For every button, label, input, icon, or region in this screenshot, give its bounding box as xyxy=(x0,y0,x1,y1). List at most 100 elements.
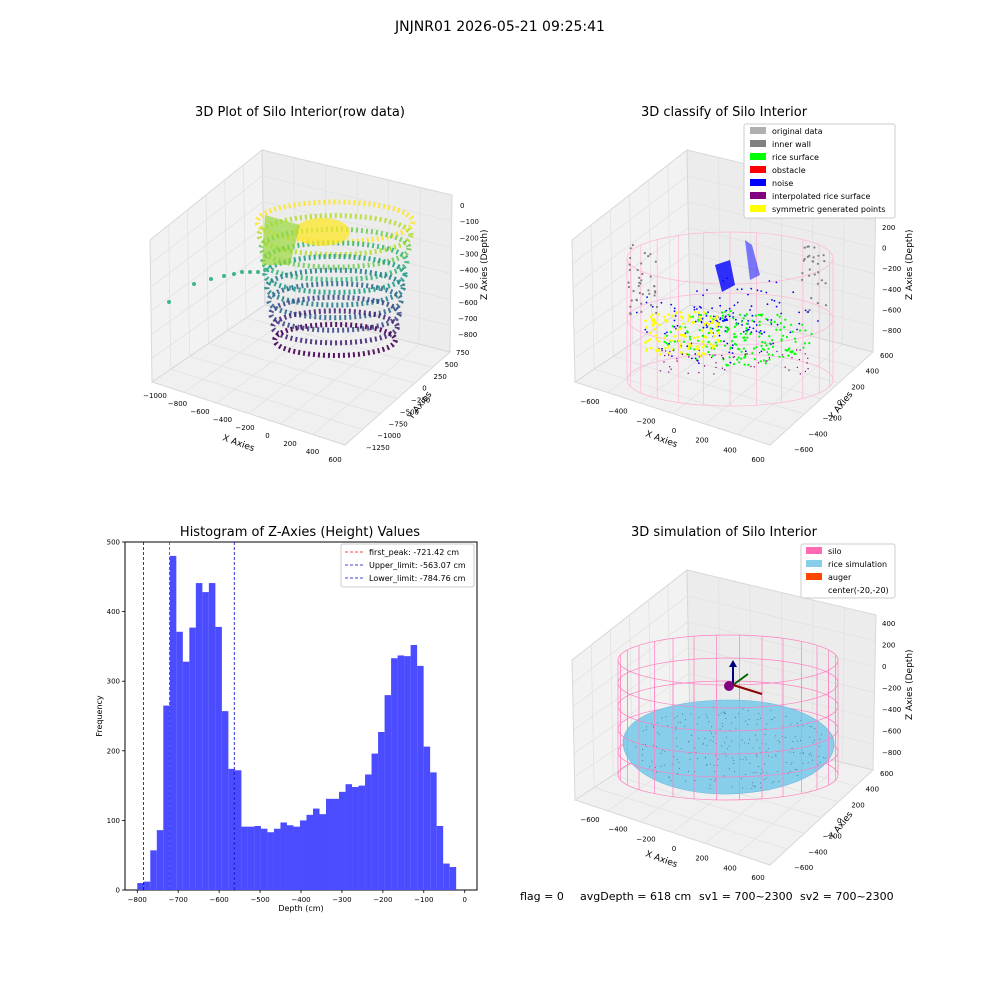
point-ring xyxy=(268,294,402,333)
wall-cluster xyxy=(262,215,300,265)
wall-point xyxy=(808,254,811,257)
noise-point xyxy=(645,301,648,304)
interpolated-point xyxy=(806,362,808,364)
symmetric-point xyxy=(670,339,673,342)
noise-point xyxy=(673,307,676,310)
symmetric-point xyxy=(705,321,708,325)
noise-point xyxy=(691,357,693,360)
rice-mesh-point xyxy=(652,727,654,729)
hist-bar xyxy=(176,631,183,890)
rice-mesh-point xyxy=(713,764,715,766)
panel1-x-tick-label: −400 xyxy=(213,416,232,424)
noise-point xyxy=(701,317,704,320)
flag-text: flag = 0 xyxy=(520,890,564,903)
symmetric-point xyxy=(655,349,658,353)
hist-bar xyxy=(312,808,320,890)
rice-point xyxy=(697,318,700,321)
symmetric-point xyxy=(697,352,700,356)
rice-mesh-point xyxy=(687,741,689,743)
panel2-zticks: 200 0 −200 −400 −600 −800 xyxy=(882,224,901,335)
rice-mesh-point xyxy=(800,740,801,741)
silo-ring-front xyxy=(617,682,839,709)
symmetric-point xyxy=(688,316,691,320)
rice-mesh-point xyxy=(785,715,787,717)
rice-point xyxy=(665,334,669,337)
rice-mesh-point xyxy=(811,726,813,728)
rice-mesh-point xyxy=(758,766,759,768)
interpolated-point xyxy=(698,372,700,374)
rice-mesh-point xyxy=(710,739,712,741)
rice-mesh-point xyxy=(741,739,743,741)
rice-point xyxy=(794,340,797,343)
rice-mesh-point xyxy=(795,769,796,770)
noise-point xyxy=(750,287,753,290)
rice-point xyxy=(738,361,741,364)
suptitle: JNJNR01 2026-05-21 09:25:41 xyxy=(394,19,605,35)
wall-point xyxy=(627,281,630,284)
symmetric-point xyxy=(710,321,713,325)
rice-mesh-point xyxy=(715,754,717,756)
rice-mesh-point xyxy=(753,772,755,774)
noise-point xyxy=(768,280,771,282)
rice-point xyxy=(686,331,689,334)
rice-mesh-point xyxy=(635,746,637,748)
rice-point xyxy=(746,336,749,339)
rice-mesh-point xyxy=(731,740,732,742)
rice-mesh-point xyxy=(789,771,791,772)
panel-simulation-3d: 3D simulation of Silo Interior −600−400−… xyxy=(571,525,915,882)
rice-point xyxy=(724,326,728,329)
rice-point xyxy=(733,336,736,339)
symmetric-point xyxy=(681,333,684,337)
noise-point xyxy=(719,317,722,319)
rice-mesh-point xyxy=(768,755,769,757)
rice-mesh-point xyxy=(725,718,727,719)
panel4-rice-surface xyxy=(622,699,835,795)
panel4-auger xyxy=(724,660,763,695)
hist-ytick-label: 500 xyxy=(107,539,120,547)
symmetric-point xyxy=(652,320,655,324)
rice-point xyxy=(729,347,732,350)
rice-point xyxy=(727,313,730,316)
rice-mesh-point xyxy=(731,722,733,724)
rice-mesh-point xyxy=(705,714,707,716)
wall-point xyxy=(640,279,643,282)
rice-point xyxy=(758,335,761,338)
rice-mesh-point xyxy=(711,732,713,734)
rice-point xyxy=(745,322,748,325)
panel1-z-tick-label: −300 xyxy=(459,250,478,258)
panel1-z-tick-label: −600 xyxy=(459,299,478,307)
symmetric-point xyxy=(657,313,660,316)
rice-mesh-point xyxy=(802,762,804,764)
rice-point xyxy=(793,337,797,340)
rice-point xyxy=(732,362,736,366)
panel2-zlabel: Z Axies (Depth) xyxy=(905,229,915,300)
hist-bar xyxy=(286,825,294,890)
rice-mesh-point xyxy=(748,718,750,720)
wall-point xyxy=(653,285,656,288)
rice-mesh-point xyxy=(765,743,767,745)
hist-bar xyxy=(417,665,424,890)
panel1-y-tick-label: −500 xyxy=(400,408,419,416)
rice-point xyxy=(764,341,767,344)
hist-bar xyxy=(267,832,274,890)
panel1-y-tick-label: 750 xyxy=(456,349,469,357)
rice-point xyxy=(720,311,724,314)
noise-point xyxy=(635,311,638,314)
rice-mesh-point xyxy=(709,784,711,786)
panel4-silo-wireframe-front xyxy=(617,659,839,801)
legend-label: auger xyxy=(828,573,852,582)
hist-xtick-label: −200 xyxy=(373,896,392,904)
symmetric-point xyxy=(709,316,713,320)
panel2-silo-wireframe xyxy=(626,231,834,407)
symmetric-point xyxy=(678,345,682,349)
noise-point xyxy=(726,342,729,345)
rice-mesh-point xyxy=(825,757,827,759)
legend-swatch xyxy=(806,560,822,567)
noise-point xyxy=(731,352,734,354)
rice-point xyxy=(698,329,701,332)
symmetric-point xyxy=(687,345,691,348)
hist-bar xyxy=(365,774,372,890)
rice-point xyxy=(743,363,746,366)
silo-ring-front xyxy=(617,751,839,778)
